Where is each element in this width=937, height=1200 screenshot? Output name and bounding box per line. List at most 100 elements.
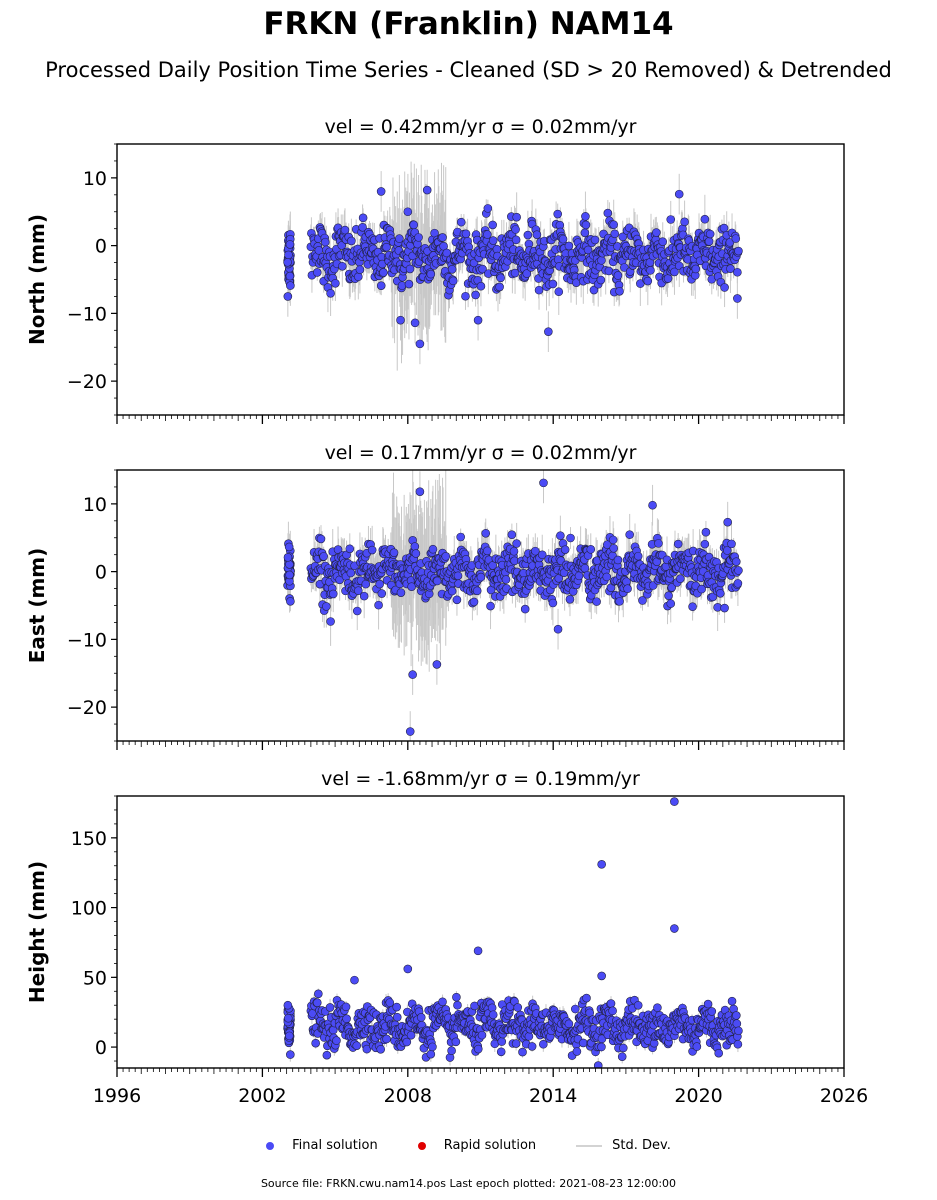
data-point: [452, 992, 461, 1002]
data-point: [719, 223, 729, 233]
data-point: [472, 586, 482, 596]
data-point: [447, 1046, 456, 1056]
plot-area: [283, 470, 743, 741]
data-point: [532, 230, 542, 239]
data-point: [670, 267, 679, 277]
data-point: [592, 597, 601, 606]
data-point: [285, 240, 295, 249]
data-point: [633, 551, 643, 561]
data-point: [355, 265, 365, 274]
data-point: [610, 229, 620, 239]
data-point: [473, 1044, 483, 1054]
data-point: [603, 208, 613, 218]
data-point: [283, 1013, 293, 1023]
data-point: [389, 548, 399, 557]
data-point: [325, 1003, 335, 1012]
data-point: [664, 591, 673, 600]
data-point: [602, 572, 612, 582]
data-point: [414, 233, 423, 242]
data-point: [478, 264, 487, 274]
data-point: [354, 272, 363, 282]
data-point: [534, 285, 544, 295]
data-point: [581, 220, 591, 230]
data-point: [488, 220, 497, 230]
data-point: [410, 542, 420, 551]
data-point: [316, 534, 326, 544]
data-point: [623, 584, 632, 594]
data-point: [704, 237, 714, 246]
data-point: [359, 591, 369, 601]
data-point: [341, 1002, 351, 1012]
data-point: [680, 217, 689, 227]
data-point: [564, 241, 574, 251]
data-point: [531, 546, 540, 556]
data-point: [346, 568, 356, 578]
data-point: [322, 1050, 332, 1060]
data-point: [382, 242, 391, 252]
panel-2: 10 0 −10 −20 vel = 0.17mm/yr σ = 0.02mm/yr Ea…: [25, 442, 845, 750]
data-point: [488, 1010, 498, 1020]
data-point: [700, 214, 710, 224]
data-point: [453, 1000, 462, 1010]
data-point: [354, 586, 363, 595]
data-point: [447, 264, 457, 274]
data-point: [481, 528, 491, 538]
data-point: [326, 289, 335, 298]
data-point: [615, 597, 624, 606]
data-point: [590, 235, 600, 245]
data-point: [613, 555, 623, 565]
data-point: [456, 217, 466, 227]
data-point: [648, 500, 657, 510]
data-point: [666, 599, 676, 608]
data-point: [408, 670, 417, 679]
data-point: [453, 571, 463, 581]
data-point: [461, 229, 471, 239]
data-point: [507, 530, 517, 540]
data-point: [673, 539, 683, 549]
data-point: [361, 579, 371, 589]
data-point: [326, 617, 335, 626]
data-point: [566, 533, 575, 543]
data-point: [734, 566, 743, 575]
y-tick-label: −10: [67, 303, 107, 325]
y-tick-label: 10: [83, 168, 107, 190]
data-point: [509, 546, 519, 556]
data-point: [410, 318, 420, 328]
data-point: [405, 727, 415, 736]
panel-1: 10 0 −10 −20 vel = 0.42mm/yr σ = 0.02mm/yr No…: [25, 116, 845, 424]
data-point: [501, 575, 511, 584]
data-point: [586, 545, 596, 554]
data-point: [512, 539, 521, 548]
data-point: [392, 1012, 402, 1022]
data-point: [406, 1030, 416, 1040]
data-point: [667, 583, 677, 592]
plot-area: [283, 797, 743, 1068]
data-point: [415, 487, 425, 496]
data-point: [697, 584, 706, 594]
data-point: [312, 268, 322, 277]
data-point: [376, 281, 386, 290]
data-point: [392, 1002, 402, 1012]
data-point: [476, 281, 486, 291]
data-point: [618, 232, 628, 242]
data-point: [461, 291, 470, 301]
data-point: [733, 294, 742, 303]
data-point: [337, 241, 347, 250]
data-point: [331, 278, 340, 288]
data-point: [581, 212, 590, 221]
data-point: [622, 577, 631, 587]
data-point: [379, 268, 388, 277]
plot-frame: [116, 469, 845, 742]
data-point: [328, 589, 338, 599]
panel-title: vel = 0.42mm/yr σ = 0.02mm/yr: [325, 116, 637, 138]
data-point: [522, 269, 532, 278]
data-point: [385, 998, 395, 1007]
data-point: [320, 237, 330, 247]
data-point: [511, 225, 520, 234]
y-tick-label: −20: [67, 697, 107, 719]
data-point: [405, 264, 415, 274]
data-point: [471, 290, 480, 300]
data-point: [734, 246, 743, 256]
data-point: [483, 546, 492, 556]
